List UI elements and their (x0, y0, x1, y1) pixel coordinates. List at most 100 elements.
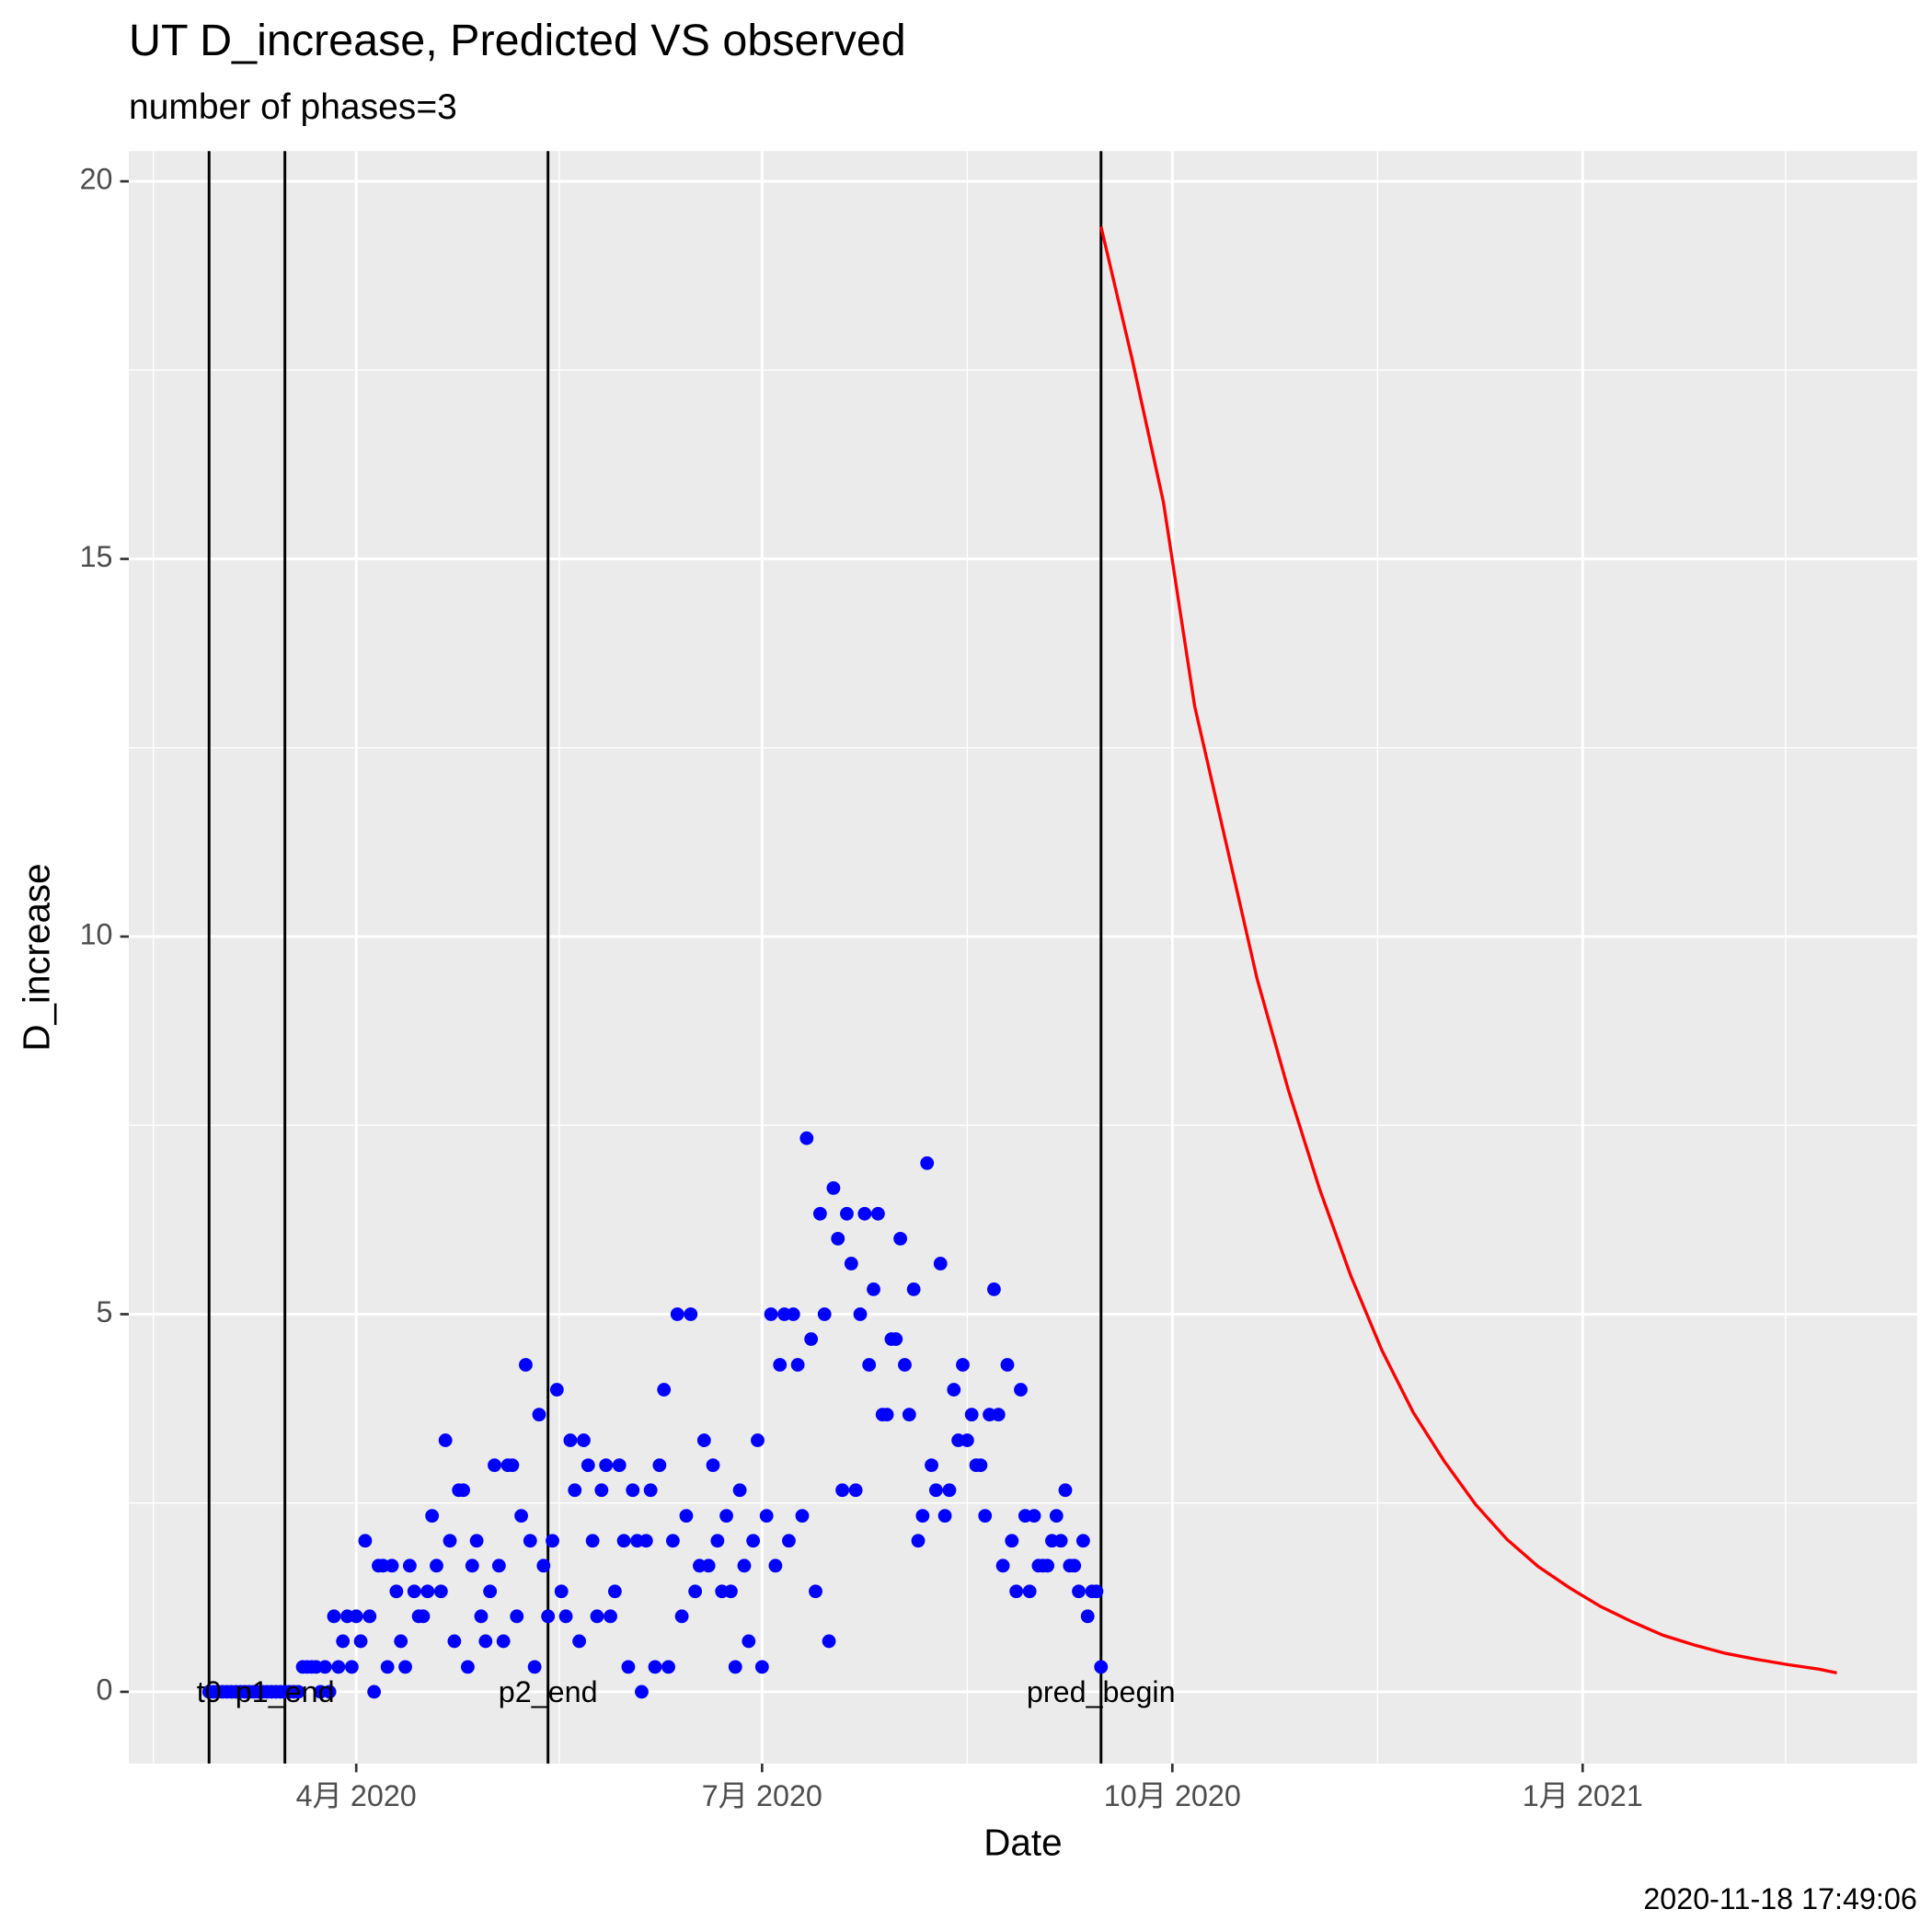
point (724, 1584, 738, 1599)
point (402, 1558, 417, 1573)
point (621, 1660, 636, 1674)
point (322, 1685, 337, 1699)
point (661, 1660, 675, 1674)
point (870, 1206, 885, 1221)
point (648, 1660, 662, 1674)
chart-title: UT D_increase, Predicted VS observed (129, 16, 906, 65)
point (554, 1584, 569, 1599)
point (674, 1609, 689, 1624)
x-tick-label: 4月 2020 (296, 1779, 417, 1812)
point (809, 1584, 822, 1599)
point (1072, 1584, 1086, 1599)
point (585, 1534, 600, 1548)
point (684, 1307, 698, 1321)
point (1067, 1558, 1082, 1573)
point (1053, 1534, 1068, 1548)
point (1041, 1558, 1054, 1573)
vline-label: t0 (197, 1675, 222, 1708)
point (367, 1685, 382, 1699)
point (1049, 1509, 1064, 1524)
point (1027, 1509, 1041, 1524)
point (336, 1634, 351, 1649)
point (773, 1358, 788, 1372)
point (737, 1558, 752, 1573)
point (746, 1534, 761, 1548)
point (604, 1609, 617, 1624)
point (433, 1584, 448, 1599)
point (496, 1634, 511, 1649)
point (728, 1660, 742, 1674)
point (510, 1609, 524, 1624)
point (696, 1433, 711, 1447)
point (835, 1483, 850, 1498)
point (638, 1534, 653, 1548)
point (532, 1408, 546, 1422)
y-tick-label: 20 (80, 163, 113, 196)
point (862, 1358, 877, 1372)
point (759, 1509, 774, 1524)
point (563, 1433, 578, 1447)
point (893, 1231, 908, 1246)
point (925, 1458, 938, 1473)
x-axis-title: Date (983, 1821, 1062, 1863)
y-tick-label: 5 (97, 1295, 113, 1328)
point (978, 1509, 993, 1524)
point (867, 1282, 880, 1296)
point (594, 1483, 609, 1498)
y-tick-label: 10 (80, 918, 113, 951)
point (461, 1660, 475, 1674)
point (483, 1584, 498, 1599)
point (742, 1634, 756, 1649)
y-axis-title: D_increase (16, 863, 58, 1051)
point (848, 1483, 863, 1498)
point (670, 1307, 684, 1321)
point (1089, 1584, 1104, 1599)
point (956, 1358, 970, 1372)
point (474, 1609, 489, 1624)
point (581, 1458, 595, 1473)
point (933, 1257, 948, 1271)
point (541, 1609, 556, 1624)
point (782, 1534, 796, 1548)
point (942, 1483, 957, 1498)
point (840, 1206, 854, 1221)
point (880, 1408, 894, 1422)
marks: t0 p1_end p2_end pred_begin (197, 151, 1837, 1764)
point (527, 1660, 542, 1674)
point (799, 1131, 814, 1145)
line (1099, 225, 1837, 1675)
point (902, 1408, 916, 1422)
point (331, 1660, 346, 1674)
point (657, 1383, 672, 1397)
point (786, 1307, 800, 1321)
point (514, 1509, 528, 1524)
point (906, 1282, 921, 1296)
point (317, 1660, 332, 1674)
point (358, 1534, 373, 1548)
point (817, 1307, 832, 1321)
point (465, 1558, 479, 1573)
point (438, 1433, 453, 1447)
point (987, 1282, 1001, 1296)
point (915, 1509, 930, 1524)
point (795, 1509, 810, 1524)
point (590, 1609, 604, 1624)
point (991, 1408, 1006, 1422)
point (469, 1534, 484, 1548)
point (853, 1307, 868, 1321)
point (964, 1408, 979, 1422)
vline-label: pred_begin (1027, 1675, 1176, 1708)
point (1000, 1358, 1015, 1372)
point (536, 1558, 551, 1573)
point (719, 1509, 733, 1524)
point (665, 1534, 680, 1548)
point (385, 1558, 399, 1573)
point (920, 1156, 935, 1170)
point (1058, 1483, 1073, 1498)
point (804, 1332, 819, 1346)
point (349, 1609, 363, 1624)
point (732, 1483, 747, 1498)
point (505, 1458, 520, 1473)
x-tick-label: 1月 2021 (1523, 1779, 1643, 1812)
